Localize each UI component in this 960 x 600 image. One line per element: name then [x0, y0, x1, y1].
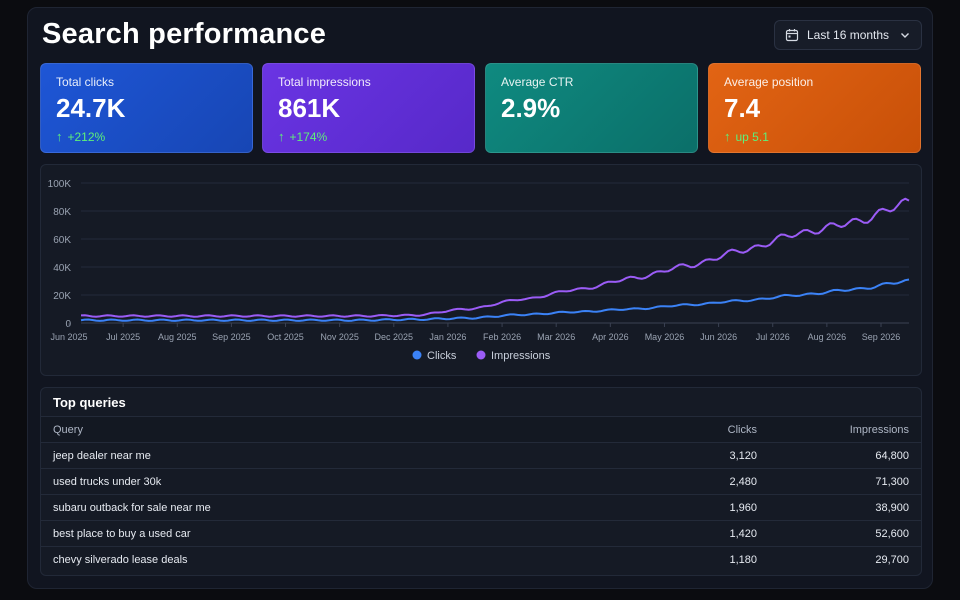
impressions-cell: 52,600 [875, 527, 909, 540]
impressions-cell: 71,300 [875, 475, 909, 488]
kpi-delta: ↑ up 5.1 [724, 129, 905, 144]
y-tick-label: 80K [53, 207, 71, 218]
clicks-cell: 1,420 [729, 527, 757, 540]
x-tick-label: Oct 2025 [267, 332, 304, 342]
y-tick-label: 60K [53, 235, 71, 246]
kpi-card-average-position[interactable]: Average position 7.4 ↑ up 5.1 [708, 63, 921, 153]
x-tick-label: Jun 2026 [700, 332, 737, 342]
dashboard-panel: Search performance Last 16 months Total … [27, 7, 933, 589]
column-header-query[interactable]: Query [53, 423, 83, 436]
table-row[interactable]: subaru outback for sale near me 1,960 38… [41, 495, 921, 521]
arrow-up-icon: ↑ [724, 129, 731, 144]
x-tick-label: Jun 2025 [50, 332, 87, 342]
x-tick-label: May 2026 [645, 332, 685, 342]
query-cell: used trucks under 30k [53, 475, 162, 488]
y-tick-label: 0 [65, 319, 71, 330]
arrow-up-icon: ↑ [56, 129, 63, 144]
table-row[interactable]: jeep dealer near me 3,120 64,800 [41, 443, 921, 469]
kpi-delta: ↑ +174% [278, 129, 459, 144]
x-tick-label: Aug 2025 [158, 332, 197, 342]
kpi-label: Average CTR [501, 75, 574, 89]
query-cell: jeep dealer near me [53, 449, 151, 462]
kpi-delta: ↑ +212% [56, 129, 237, 144]
legend-label-clicks: Clicks [427, 350, 457, 362]
query-cell: best place to buy a used car [53, 527, 191, 540]
x-tick-label: Aug 2026 [808, 332, 847, 342]
clicks-cell: 1,960 [729, 501, 757, 514]
kpi-label: Average position [724, 75, 814, 89]
legend-label-impressions: Impressions [491, 350, 551, 362]
query-cell: subaru outback for sale near me [53, 501, 211, 514]
kpi-value: 7.4 [724, 93, 761, 123]
line-chart: 0 20K 40K 60K 80K 100K Jun 2025 Jul 2025 Aug 202… [48, 179, 910, 362]
y-tick-label: 40K [53, 263, 71, 274]
kpi-delta-text: +212% [67, 129, 106, 144]
kpi-value: 861K [278, 93, 341, 123]
performance-chart: 0 20K 40K 60K 80K 100K Jun 2025 Jul 2025 Aug 202… [40, 164, 922, 376]
table-header-row: Query Clicks Impressions [41, 417, 921, 443]
x-tick-label: Jul 2026 [756, 332, 790, 342]
column-header-clicks[interactable]: Clicks [727, 423, 757, 436]
arrow-up-icon: ↑ [278, 129, 285, 144]
kpi-value: 24.7K [56, 93, 126, 123]
series-line-impressions [80, 197, 910, 318]
kpi-card-total-impressions[interactable]: Total impressions 861K ↑ +174% [262, 63, 475, 153]
kpi-delta-text: up 5.1 [735, 129, 769, 144]
kpi-label: Total clicks [56, 75, 115, 89]
impressions-cell: 64,800 [875, 449, 909, 462]
kpi-label: Total impressions [278, 75, 371, 89]
x-tick-label: Sep 2026 [862, 332, 901, 342]
impressions-cell: 38,900 [875, 501, 909, 514]
kpi-card-total-clicks[interactable]: Total clicks 24.7K ↑ +212% [40, 63, 253, 153]
table-title: Top queries [41, 388, 921, 417]
y-tick-label: 100K [48, 179, 72, 190]
chevron-down-icon [901, 33, 909, 38]
x-tick-label: Sep 2025 [212, 332, 251, 342]
table-row[interactable]: used trucks under 30k 2,480 71,300 [41, 469, 921, 495]
x-tick-label: Dec 2025 [375, 332, 414, 342]
page-title: Search performance [42, 18, 327, 50]
clicks-cell: 3,120 [729, 449, 757, 462]
x-tick-label: Nov 2025 [320, 332, 359, 342]
date-range-dropdown[interactable]: Last 16 months [774, 20, 922, 50]
x-tick-label: Jul 2025 [106, 332, 140, 342]
kpi-delta-text: +174% [289, 129, 328, 144]
top-queries-table: Top queries Query Clicks Impressions jee… [40, 387, 922, 576]
column-header-impressions[interactable]: Impressions [849, 423, 909, 436]
table-row[interactable]: best place to buy a used car 1,420 52,60… [41, 521, 921, 547]
kpi-value: 2.9% [501, 93, 561, 123]
table-row[interactable]: chevy silverado lease deals 1,180 29,700 [41, 547, 921, 573]
calendar-icon [785, 29, 799, 42]
clicks-cell: 2,480 [729, 475, 757, 488]
series-line-clicks [80, 278, 910, 322]
y-tick-label: 20K [53, 291, 71, 302]
date-range-label: Last 16 months [807, 28, 890, 42]
x-tick-label: Feb 2026 [483, 332, 521, 342]
legend-swatch-impressions [476, 350, 486, 360]
clicks-cell: 1,180 [729, 554, 757, 566]
impressions-cell: 29,700 [875, 554, 909, 566]
legend-swatch-clicks [412, 350, 422, 360]
query-cell: chevy silverado lease deals [53, 554, 188, 566]
x-tick-label: Jan 2026 [429, 332, 466, 342]
kpi-card-average-ctr[interactable]: Average CTR 2.9% [485, 63, 698, 153]
x-tick-label: Mar 2026 [537, 332, 575, 342]
x-tick-label: Apr 2026 [592, 332, 629, 342]
kpi-cards: Total clicks 24.7K ↑ +212% Total impress… [40, 63, 922, 153]
